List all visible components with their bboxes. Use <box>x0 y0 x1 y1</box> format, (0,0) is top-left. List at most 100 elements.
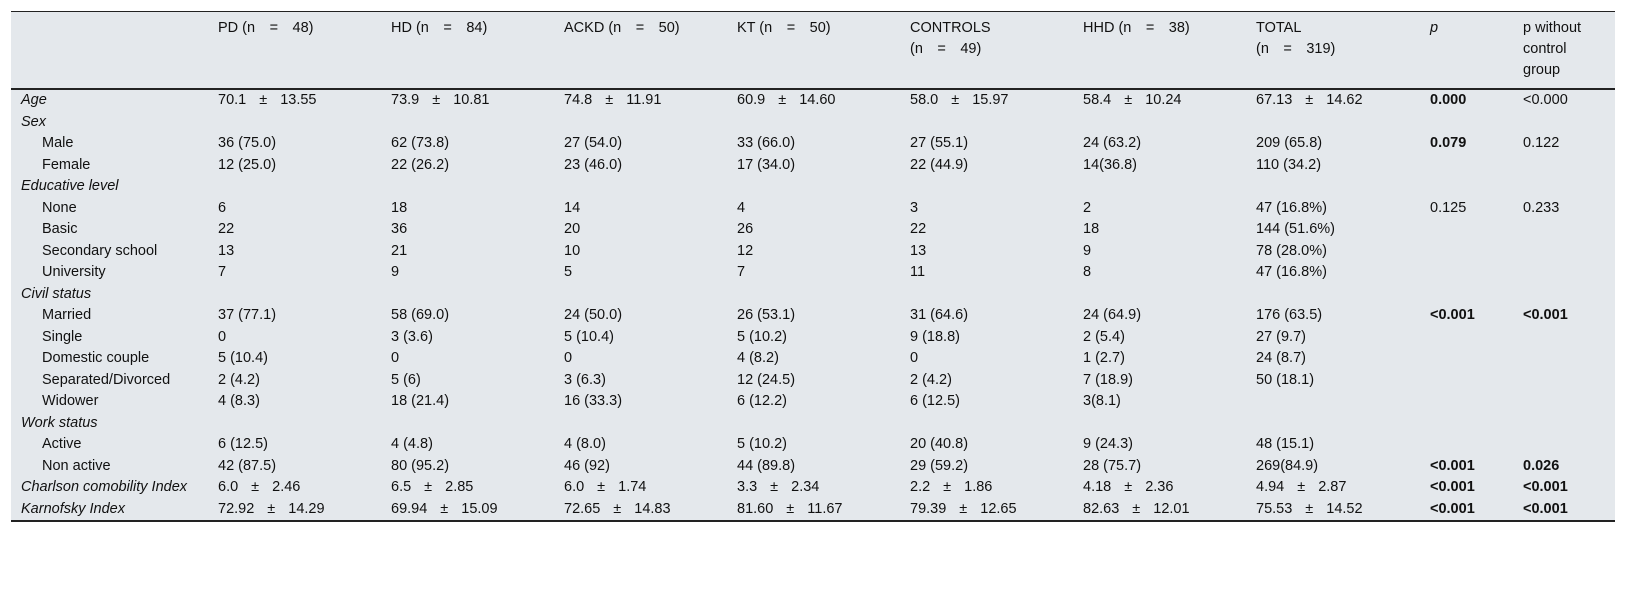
mean-value: 81.60 <box>737 500 774 517</box>
mean-value: 74.8 <box>564 92 593 108</box>
table-cell: 4 (8.3) <box>218 393 260 409</box>
table-cell <box>212 413 385 435</box>
table-cell: <0.001 <box>1430 457 1475 474</box>
table-cell: 24 (50.0) <box>564 307 623 323</box>
table-cell: 269(84.9) <box>1256 457 1319 474</box>
mean-value: 3.3 <box>737 479 758 495</box>
row-label: Married <box>42 307 92 323</box>
sd-value: 2.46 <box>272 479 301 495</box>
table-cell: 6.0 ±2.46 <box>212 477 385 499</box>
table-cell: 6.0 ±1.74 <box>558 477 731 499</box>
table-row: Secondary school 13 21 10 12 13 9 78 (28.0%) <box>11 241 1615 263</box>
header-total-line2: (n = 319) <box>1256 41 1336 57</box>
table-cell: 22 (44.9) <box>910 156 969 173</box>
table-body: Age 70.1 ±13.55 73.9 ±10.81 74.8 ±11.91 60.9 ±14… <box>11 89 1615 521</box>
sd-value: 14.62 <box>1326 92 1363 108</box>
table-cell: 3 (3.6) <box>391 328 433 345</box>
table-cell <box>1424 434 1517 456</box>
header-p-without: p without control group <box>1517 12 1615 90</box>
table-cell: <0.000 <box>1523 92 1568 108</box>
header-pd: PD (n = 48) <box>218 20 314 36</box>
table-cell: 14(36.8) <box>1083 156 1138 173</box>
table-cell: 48 (15.1) <box>1256 436 1315 452</box>
table-cell: 4 (4.8) <box>391 436 433 452</box>
table-cell <box>1517 348 1615 370</box>
table-cell: 22 <box>910 221 927 237</box>
table-cell <box>1517 434 1615 456</box>
table-cell: 46 (92) <box>564 457 610 474</box>
table-cell: 16 (33.3) <box>564 393 623 409</box>
table-cell <box>1424 219 1517 241</box>
table-cell: 6 (12.2) <box>737 393 787 409</box>
table-cell <box>1077 176 1250 198</box>
table-cell <box>1424 370 1517 392</box>
table-cell: <0.001 <box>1523 307 1568 323</box>
plus-minus-symbol: ± <box>959 500 968 517</box>
mean-value: 82.63 <box>1083 500 1120 517</box>
table-cell: 47 (16.8%) <box>1256 199 1327 216</box>
table-cell: 47 (16.8%) <box>1256 264 1327 280</box>
table-cell: 9 <box>1083 242 1092 259</box>
plus-minus-symbol: ± <box>259 92 268 108</box>
row-label: Widower <box>42 393 99 409</box>
table-cell: <0.001 <box>1430 500 1475 517</box>
table-cell: 2.2 ±1.86 <box>904 477 1077 499</box>
table-row: Female 12 (25.0) 22 (26.2) 23 (46.0) 17 (34.… <box>11 155 1615 177</box>
table-cell <box>1424 262 1517 284</box>
table-cell: 27 (54.0) <box>564 135 623 151</box>
table-cell <box>212 284 385 306</box>
table-cell <box>1250 176 1424 198</box>
table-cell: 8 <box>1083 264 1092 280</box>
table-cell: 36 (75.0) <box>218 135 277 151</box>
plus-minus-symbol: ± <box>1124 479 1133 495</box>
mean-value: 58.4 <box>1083 92 1112 108</box>
table-cell: 11 <box>910 264 926 280</box>
table-cell: 4 <box>737 199 746 216</box>
table-cell <box>1517 219 1615 241</box>
row-label: Age <box>21 92 47 108</box>
table-cell: 72.65 ±14.83 <box>558 499 731 522</box>
mean-value: 58.0 <box>910 92 939 108</box>
table-cell: 2 (4.2) <box>218 371 260 388</box>
table-cell: 27 (9.7) <box>1256 328 1306 345</box>
table-cell: 2 (4.2) <box>910 371 952 388</box>
table-cell <box>731 413 904 435</box>
table-cell <box>1424 327 1517 349</box>
table-cell: 6 (12.5) <box>218 436 268 452</box>
table-cell <box>1424 284 1517 306</box>
mean-value: 4.94 <box>1256 479 1285 495</box>
table-cell: 9 (18.8) <box>910 328 960 345</box>
table-cell: 27 (55.1) <box>910 135 969 151</box>
table-cell <box>1424 391 1517 413</box>
table-cell: 10 <box>564 242 581 259</box>
table-cell: 82.63 ±12.01 <box>1077 499 1250 522</box>
table-cell: 5 (10.4) <box>564 328 614 345</box>
plus-minus-symbol: ± <box>1297 479 1306 495</box>
table-cell: 79.39 ±12.65 <box>904 499 1077 522</box>
header-controls-line1: CONTROLS <box>910 20 991 36</box>
table-cell: 70.1 ±13.55 <box>212 89 385 112</box>
row-label: Educative level <box>21 178 119 194</box>
table-cell <box>731 284 904 306</box>
row-label: Basic <box>42 221 78 237</box>
table-cell: 4 (8.0) <box>564 436 606 452</box>
header-kt: KT (n = 50) <box>737 20 831 36</box>
row-label: Secondary school <box>42 242 158 259</box>
table-cell: 58.0 ±15.97 <box>904 89 1077 112</box>
table-cell <box>1424 241 1517 263</box>
table-cell: 12 (24.5) <box>737 371 796 388</box>
table-row: University 7 9 5 7 11 8 47 (16.8%) <box>11 262 1615 284</box>
table-cell <box>558 413 731 435</box>
table-row: Age 70.1 ±13.55 73.9 ±10.81 74.8 ±11.91 60.9 ±14… <box>11 89 1615 112</box>
plus-minus-symbol: ± <box>943 479 952 495</box>
table-cell: 0.125 <box>1430 199 1467 216</box>
header-p: p <box>1430 20 1439 36</box>
table-cell: 44 (89.8) <box>737 457 796 474</box>
table-row: Karnofsky Index 72.92 ±14.29 69.94 ±15.09 72.… <box>11 499 1615 522</box>
sd-value: 2.87 <box>1318 479 1347 495</box>
sd-value: 14.52 <box>1326 500 1363 517</box>
table-cell: 31 (64.6) <box>910 307 969 323</box>
row-label: Female <box>42 156 91 173</box>
plus-minus-symbol: ± <box>778 92 787 108</box>
table-cell <box>1517 370 1615 392</box>
